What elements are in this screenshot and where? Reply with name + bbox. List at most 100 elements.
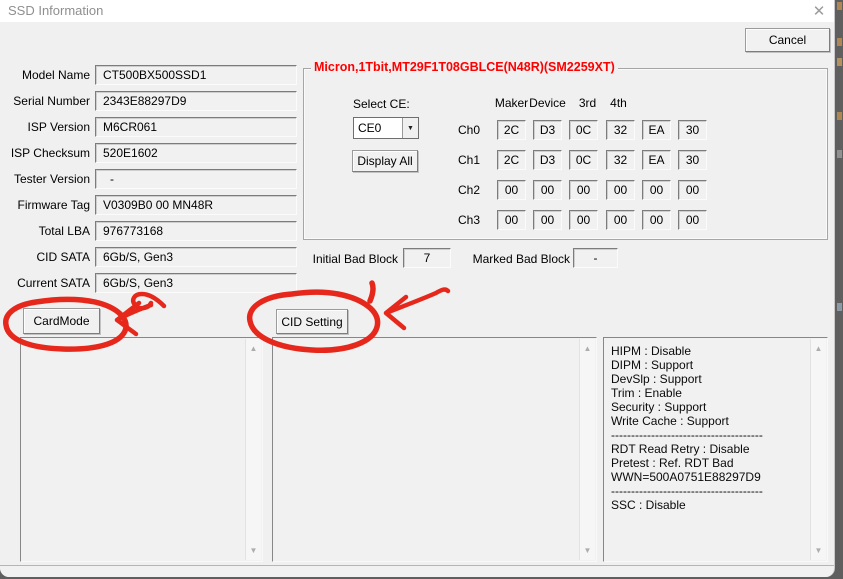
field-value: CT500BX500SSD1 <box>103 68 207 82</box>
display-all-button[interactable]: Display All <box>352 150 418 172</box>
scroll-down-icon[interactable]: ▼ <box>249 546 258 555</box>
card-mode-button[interactable]: CardMode <box>23 308 100 334</box>
flash-id-cell[interactable]: EA <box>642 150 671 170</box>
list-item: -------------------------------------- <box>611 484 763 498</box>
field-value-box[interactable]: 520E1602 <box>95 143 297 163</box>
channel-label: Ch1 <box>457 153 480 167</box>
flash-id-cell[interactable]: 00 <box>642 210 671 230</box>
field-value-box[interactable]: 2343E88297D9 <box>95 91 297 111</box>
field-value: 976773168 <box>103 224 164 238</box>
flash-id-cell[interactable]: 0C <box>569 150 598 170</box>
flash-id-cell[interactable]: 00 <box>569 210 598 230</box>
list-item: DevSlp : Support <box>611 372 702 386</box>
select-ce-label: Select CE: <box>353 97 410 111</box>
cell-value: 00 <box>540 183 555 197</box>
scroll-down-icon[interactable]: ▼ <box>814 546 823 555</box>
field-label: Serial Number <box>13 94 90 108</box>
scroll-up-icon[interactable]: ▲ <box>249 344 258 353</box>
field-label: Firmware Tag <box>17 198 90 212</box>
initial-bad-block-label: Initial Bad Block <box>312 252 398 266</box>
field-row-isp-version: ISP Version M6CR061 <box>0 117 300 137</box>
drive-feature-listbox[interactable]: HIPM : Disable DIPM : Support DevSlp : S… <box>603 337 828 562</box>
field-label: ISP Checksum <box>10 146 90 160</box>
cell-value: 0C <box>575 123 592 137</box>
cell-value: D3 <box>539 123 556 137</box>
flash-id-cell[interactable]: 00 <box>533 210 562 230</box>
background-window-artifact <box>837 150 842 158</box>
channel-label: Ch3 <box>457 213 480 227</box>
field-value-box[interactable]: CT500BX500SSD1 <box>95 65 297 85</box>
close-icon[interactable]: ✕ <box>812 3 826 20</box>
log-listbox-left[interactable]: ▲ ▼ <box>20 337 263 562</box>
flash-id-cell[interactable]: D3 <box>533 120 562 140</box>
select-ce-dropdown[interactable]: CE0 ▼ <box>353 117 419 139</box>
marked-bad-block-value-box[interactable]: - <box>573 248 618 268</box>
list-item: Trim : Enable <box>611 386 682 400</box>
cell-value: EA <box>648 153 665 167</box>
cell-value: 00 <box>576 213 591 227</box>
flash-id-cell[interactable]: 00 <box>642 180 671 200</box>
flash-id-cell[interactable]: EA <box>642 120 671 140</box>
cell-value: EA <box>648 123 665 137</box>
cell-value: 00 <box>613 183 628 197</box>
scroll-down-icon[interactable]: ▼ <box>583 546 592 555</box>
column-header: Maker <box>494 96 529 110</box>
cell-value: 00 <box>649 213 664 227</box>
flash-id-cell[interactable]: 00 <box>533 180 562 200</box>
scroll-up-icon[interactable]: ▲ <box>814 344 823 353</box>
flash-id-cell[interactable]: 30 <box>678 120 707 140</box>
flash-id-cell[interactable]: 2C <box>497 150 526 170</box>
flash-group-title: Micron,1Tbit,MT29F1T08GBLCE(N48R)(SM2259… <box>311 60 618 74</box>
flash-id-cell[interactable]: 2C <box>497 120 526 140</box>
scrollbar[interactable]: ▲ ▼ <box>579 339 595 560</box>
field-value-box[interactable]: M6CR061 <box>95 117 297 137</box>
cancel-button[interactable]: Cancel <box>745 28 830 52</box>
log-listbox-middle[interactable]: ▲ ▼ <box>272 337 597 562</box>
flash-id-cell[interactable]: 00 <box>569 180 598 200</box>
field-value-box[interactable]: 976773168 <box>95 221 297 241</box>
select-ce-value: CE0 <box>358 121 382 135</box>
cid-setting-button[interactable]: CID Setting <box>276 309 348 334</box>
field-row-isp-checksum: ISP Checksum 520E1602 <box>0 143 300 163</box>
flash-id-cell[interactable]: 00 <box>606 180 635 200</box>
scroll-up-icon[interactable]: ▲ <box>583 344 592 353</box>
field-label: Total LBA <box>38 224 90 238</box>
flash-id-cell[interactable]: 0C <box>569 120 598 140</box>
field-value-box[interactable]: - <box>95 169 297 189</box>
cell-value: 32 <box>613 153 628 167</box>
background-window-artifact <box>837 38 842 46</box>
cell-value: 2C <box>503 123 520 137</box>
list-item: DIPM : Support <box>611 358 694 372</box>
background-window-artifact <box>837 58 842 66</box>
scrollbar[interactable]: ▲ ▼ <box>810 339 826 560</box>
flash-id-cell[interactable]: 32 <box>606 150 635 170</box>
column-header: 3rd <box>578 96 597 110</box>
flash-id-cell[interactable]: D3 <box>533 150 562 170</box>
field-row-total-lba: Total LBA 976773168 <box>0 221 300 241</box>
list-item: Pretest : Ref. RDT Bad <box>611 456 734 470</box>
field-value-box[interactable]: 6Gb/S, Gen3 <box>95 247 297 267</box>
column-header: Device <box>529 96 566 110</box>
field-value-box[interactable]: V0309B0 00 MN48R <box>95 195 297 215</box>
initial-bad-block-value-box[interactable]: 7 <box>403 248 451 268</box>
background-window-artifact <box>837 2 842 10</box>
flash-id-cell[interactable]: 00 <box>606 210 635 230</box>
cell-value: D3 <box>539 153 556 167</box>
flash-id-cell[interactable]: 00 <box>497 180 526 200</box>
field-value: 6Gb/S, Gen3 <box>103 250 174 264</box>
flash-id-cell[interactable]: 32 <box>606 120 635 140</box>
flash-id-cell[interactable]: 00 <box>678 180 707 200</box>
flash-id-cell[interactable]: 00 <box>497 210 526 230</box>
flash-id-cell[interactable]: 30 <box>678 150 707 170</box>
field-row-current-sata: Current SATA 6Gb/S, Gen3 <box>0 273 300 293</box>
dropdown-arrow-icon[interactable]: ▼ <box>402 118 418 138</box>
cell-value: 00 <box>685 183 700 197</box>
field-value-box[interactable]: 6Gb/S, Gen3 <box>95 273 297 293</box>
cell-value: 00 <box>504 213 519 227</box>
list-item: SSC : Disable <box>611 498 686 512</box>
flash-id-cell[interactable]: 00 <box>678 210 707 230</box>
field-value: 2343E88297D9 <box>103 94 187 108</box>
scrollbar[interactable]: ▲ ▼ <box>245 339 261 560</box>
field-label: Model Name <box>21 68 90 82</box>
field-row-model-name: Model Name CT500BX500SSD1 <box>0 65 300 85</box>
